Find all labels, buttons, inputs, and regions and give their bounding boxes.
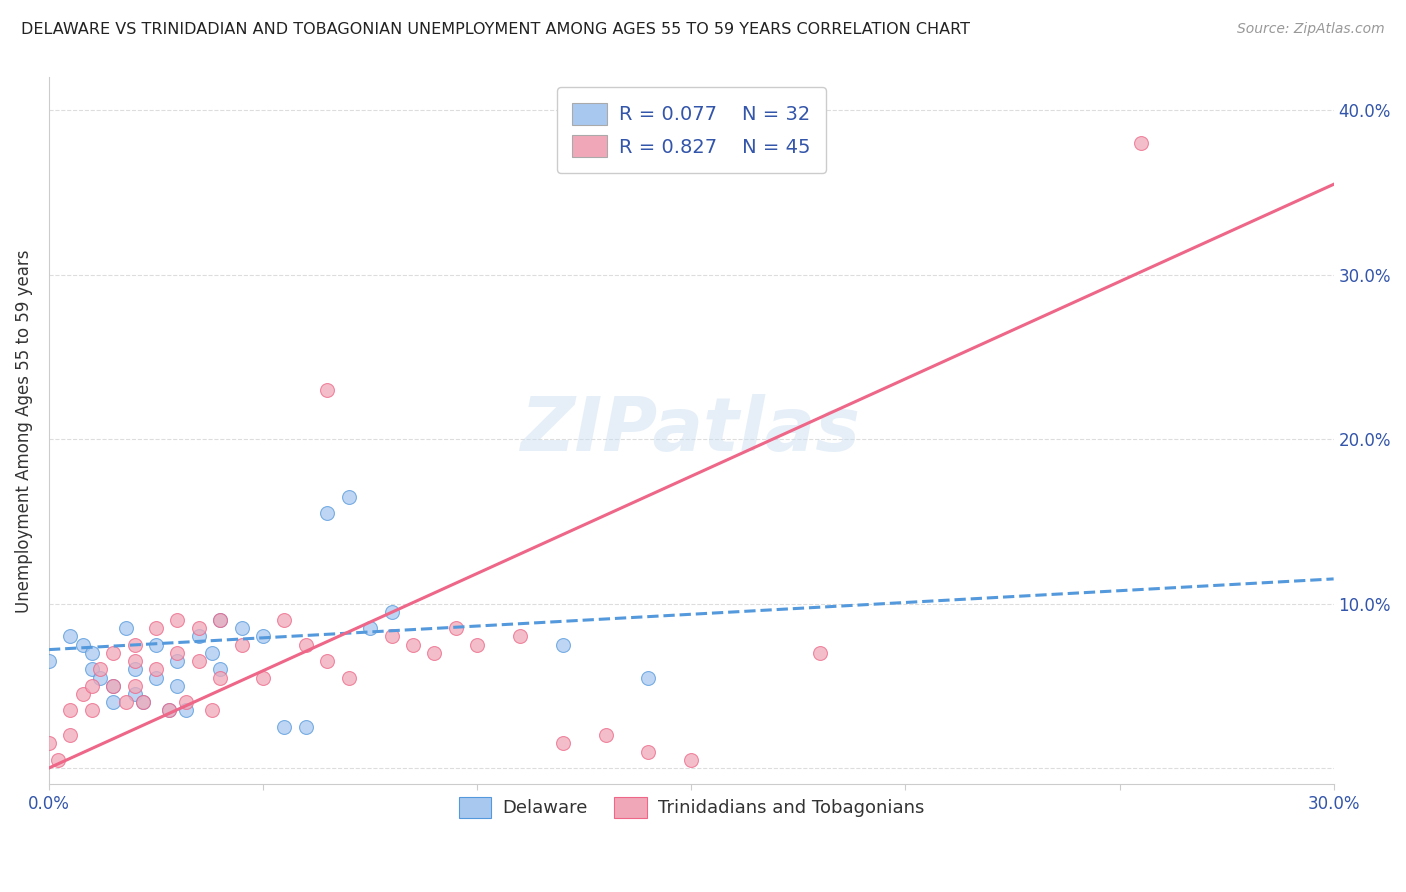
Point: [380, 630, 402, 644]
Point: [359, 621, 381, 635]
Point: [808, 646, 831, 660]
Point: [509, 630, 531, 644]
Point: [551, 638, 574, 652]
Point: [273, 720, 295, 734]
Point: [157, 703, 180, 717]
Text: DELAWARE VS TRINIDADIAN AND TOBAGONIAN UNEMPLOYMENT AMONG AGES 55 TO 59 YEARS CO: DELAWARE VS TRINIDADIAN AND TOBAGONIAN U…: [21, 22, 970, 37]
Point: [1129, 136, 1152, 151]
Point: [103, 679, 125, 693]
Point: [132, 695, 155, 709]
Point: [115, 695, 138, 709]
Point: [174, 695, 197, 709]
Point: [80, 646, 103, 660]
Point: [145, 662, 167, 676]
Point: [465, 638, 488, 652]
Point: [337, 490, 360, 504]
Point: [145, 621, 167, 635]
Point: [209, 613, 232, 627]
Point: [201, 646, 224, 660]
Point: [59, 630, 82, 644]
Legend: Delaware, Trinidadians and Tobagonians: Delaware, Trinidadians and Tobagonians: [451, 789, 931, 825]
Point: [124, 638, 146, 652]
Point: [80, 662, 103, 676]
Point: [166, 613, 188, 627]
Point: [187, 621, 209, 635]
Point: [157, 703, 180, 717]
Point: [59, 728, 82, 742]
Point: [595, 728, 617, 742]
Point: [166, 654, 188, 668]
Point: [637, 671, 659, 685]
Point: [103, 646, 125, 660]
Point: [681, 753, 703, 767]
Point: [124, 687, 146, 701]
Text: Source: ZipAtlas.com: Source: ZipAtlas.com: [1237, 22, 1385, 37]
Point: [209, 662, 232, 676]
Point: [46, 753, 69, 767]
Point: [231, 621, 253, 635]
Point: [38, 736, 60, 750]
Y-axis label: Unemployment Among Ages 55 to 59 years: Unemployment Among Ages 55 to 59 years: [15, 249, 32, 613]
Point: [423, 646, 446, 660]
Point: [209, 613, 232, 627]
Point: [80, 679, 103, 693]
Point: [252, 630, 274, 644]
Point: [187, 654, 209, 668]
Point: [166, 679, 188, 693]
Point: [80, 703, 103, 717]
Point: [124, 654, 146, 668]
Point: [295, 638, 318, 652]
Point: [187, 630, 209, 644]
Point: [316, 654, 339, 668]
Point: [209, 671, 232, 685]
Point: [166, 646, 188, 660]
Point: [295, 720, 318, 734]
Point: [59, 703, 82, 717]
Point: [145, 671, 167, 685]
Point: [551, 736, 574, 750]
Point: [637, 745, 659, 759]
Point: [103, 695, 125, 709]
Point: [145, 638, 167, 652]
Point: [201, 703, 224, 717]
Point: [252, 671, 274, 685]
Text: ZIPatlas: ZIPatlas: [522, 394, 862, 467]
Point: [337, 671, 360, 685]
Point: [316, 506, 339, 520]
Point: [444, 621, 467, 635]
Point: [38, 654, 60, 668]
Point: [132, 695, 155, 709]
Point: [115, 621, 138, 635]
Point: [124, 679, 146, 693]
Point: [316, 383, 339, 397]
Point: [124, 662, 146, 676]
Point: [103, 679, 125, 693]
Point: [72, 638, 94, 652]
Point: [402, 638, 425, 652]
Point: [231, 638, 253, 652]
Point: [89, 671, 111, 685]
Point: [89, 662, 111, 676]
Point: [380, 605, 402, 619]
Point: [174, 703, 197, 717]
Point: [273, 613, 295, 627]
Point: [72, 687, 94, 701]
